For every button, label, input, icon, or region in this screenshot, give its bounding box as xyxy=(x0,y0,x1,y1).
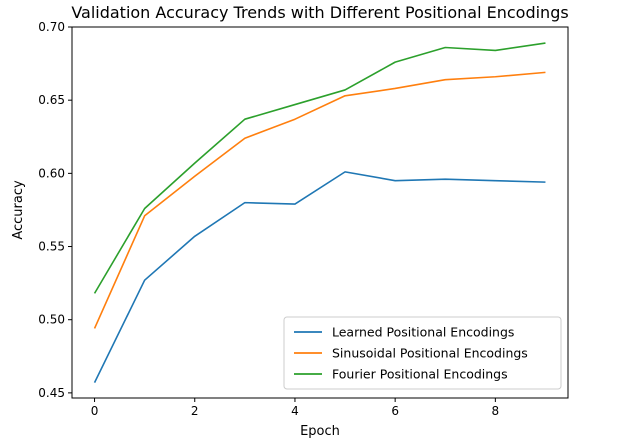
legend-box xyxy=(283,316,562,390)
x-tick-label: 0 xyxy=(91,404,99,418)
legend-label: Learned Positional Encodings xyxy=(332,325,514,340)
y-tick-label: 0.55 xyxy=(38,240,65,254)
series-line-1 xyxy=(93,171,546,383)
legend-label: Fourier Positional Encodings xyxy=(332,367,508,382)
x-tick-label: 8 xyxy=(492,404,500,418)
y-tick-label: 0.65 xyxy=(38,93,65,107)
x-tick-label: 6 xyxy=(391,404,399,418)
y-tick-label: 0.60 xyxy=(38,166,65,180)
legend: Learned Positional Encodings Sinusoidal P… xyxy=(283,316,562,390)
x-tick-label: 4 xyxy=(291,404,299,418)
y-axis-ticks: 0.45 0.50 0.55 0.60 0.65 0.70 xyxy=(38,20,72,400)
y-tick-label: 0.70 xyxy=(38,20,65,34)
y-tick-label: 0.50 xyxy=(38,313,65,327)
chart-title: Validation Accuracy Trends with Differen… xyxy=(71,3,568,22)
y-tick-label: 0.45 xyxy=(38,386,65,400)
y-axis-label: Accuracy xyxy=(11,180,26,240)
x-axis-label: Epoch xyxy=(300,424,340,439)
series-line-2 xyxy=(93,71,546,329)
x-axis-ticks: 0 2 4 6 8 xyxy=(91,398,499,418)
x-tick-label: 2 xyxy=(191,404,199,418)
series-line-3 xyxy=(93,42,546,294)
legend-label: Sinusoidal Positional Encodings xyxy=(332,346,528,361)
plot-frame xyxy=(71,26,569,399)
series-lines xyxy=(93,42,546,383)
